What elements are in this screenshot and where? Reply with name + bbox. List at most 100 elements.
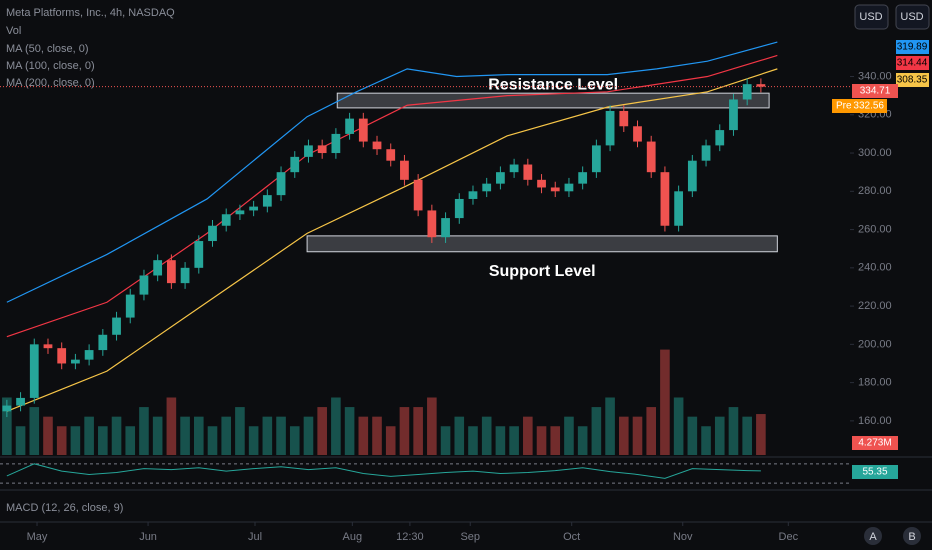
volume-bar	[303, 416, 314, 455]
volume-bar	[221, 416, 232, 455]
candle-body	[372, 141, 382, 150]
currency-text[interactable]: USD	[900, 11, 923, 23]
scale-button[interactable]	[903, 527, 921, 545]
volume-bar	[276, 416, 286, 455]
y-tick-label: 180.00	[858, 377, 892, 389]
volume-bar	[714, 416, 725, 455]
volume-bar	[591, 407, 602, 455]
x-tick-label: Dec	[779, 531, 799, 543]
candle-body	[304, 145, 313, 157]
candle-body	[523, 164, 533, 180]
x-tick-label: Oct	[563, 531, 580, 543]
ma-badge	[896, 40, 929, 54]
volume-bar	[523, 416, 533, 455]
candle-body	[180, 267, 190, 284]
ma-legend: MA (50, close, 0)	[6, 43, 89, 55]
volume-bar	[618, 416, 629, 455]
candle-body	[482, 183, 492, 192]
volume-bar	[331, 397, 341, 455]
volume-bar	[440, 426, 451, 455]
candle-body	[29, 344, 39, 398]
candle-body	[646, 141, 656, 173]
candle-body	[57, 348, 67, 364]
volume-badge-text: 4.273M	[858, 438, 891, 449]
volume-bar	[468, 426, 478, 455]
candle-body	[358, 118, 368, 142]
candle-body	[674, 191, 684, 226]
volume-bar	[495, 426, 506, 455]
volume-bar	[427, 397, 437, 455]
volume-bar	[166, 397, 177, 455]
y-tick-label: 220.00	[858, 300, 892, 312]
volume-bar	[289, 426, 300, 455]
volume-bar	[317, 407, 327, 455]
candle-body	[413, 179, 423, 211]
volume-bar	[193, 416, 204, 455]
candle-body	[84, 350, 94, 360]
y-tick-label: 160.00	[858, 415, 892, 427]
volume-bar	[564, 416, 574, 455]
y-tick-label: 200.00	[858, 338, 892, 350]
volume-bar	[262, 416, 273, 455]
last-price-badge-text: 334.71	[860, 86, 891, 97]
scale-button-label[interactable]: A	[869, 531, 877, 543]
candle-body	[386, 149, 396, 161]
candle-body	[468, 191, 478, 199]
y-tick-label: 300.00	[858, 147, 892, 159]
candle-body	[98, 334, 108, 351]
volume-bar	[646, 407, 657, 455]
candle-body	[496, 172, 505, 184]
volume-bar	[98, 426, 108, 455]
candle-body	[660, 172, 670, 226]
volume-bar	[207, 426, 218, 455]
candle-body	[605, 110, 615, 146]
candle-body	[756, 84, 766, 87]
candle-body	[400, 160, 409, 180]
volume-bar	[701, 426, 711, 455]
macd-label: MACD (12, 26, close, 9)	[6, 502, 123, 514]
volume-bar	[56, 426, 67, 455]
volume-bar	[372, 416, 382, 455]
candle-body	[701, 145, 711, 161]
currency-text[interactable]: USD	[859, 11, 882, 23]
candle-body	[235, 210, 245, 215]
level-label: Resistance Level	[488, 76, 618, 93]
level-label: Support Level	[489, 263, 596, 280]
candle-body	[454, 198, 464, 219]
candle-body	[619, 110, 629, 127]
volume-bar	[550, 426, 561, 455]
y-tick-label: 340.00	[858, 70, 892, 82]
candle-body	[633, 126, 642, 142]
volume-bar	[84, 416, 94, 455]
y-tick-label: 240.00	[858, 262, 892, 274]
currency-button[interactable]	[854, 4, 889, 30]
x-tick-label: Aug	[343, 531, 363, 543]
scale-button-label[interactable]: B	[908, 531, 915, 543]
candle-body	[564, 183, 574, 192]
volume-bar	[248, 426, 259, 455]
currency-button[interactable]	[895, 4, 930, 30]
x-tick-label: Sep	[460, 531, 480, 543]
candle-body	[345, 118, 354, 134]
volume-bar	[344, 407, 355, 455]
candle-body	[125, 294, 135, 318]
x-tick-label: Jul	[248, 531, 262, 543]
volume-bar	[385, 426, 396, 455]
ma-legend: MA (100, close, 0)	[6, 60, 95, 72]
volume-bar	[632, 416, 643, 455]
scale-button[interactable]	[864, 527, 882, 545]
candle-body	[71, 359, 80, 364]
candle-body	[550, 187, 560, 192]
rsi-badge	[852, 465, 898, 479]
volume-bar	[742, 416, 752, 455]
candle-body	[715, 130, 725, 146]
ma-badge-text: 319.89	[897, 42, 928, 53]
candle-body	[221, 214, 231, 226]
volume-bar	[125, 426, 136, 455]
volume-bar	[660, 349, 670, 455]
ma-badge	[896, 56, 929, 70]
candle-body	[537, 179, 546, 188]
candle-body	[166, 260, 176, 284]
